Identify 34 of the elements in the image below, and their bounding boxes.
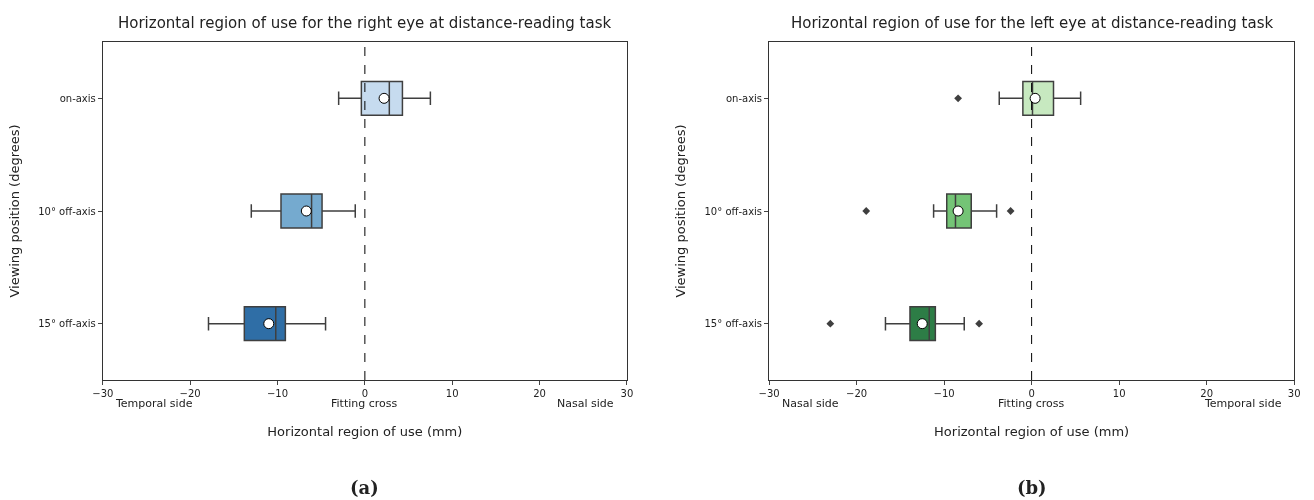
y-tick-label: on-axis: [59, 92, 96, 104]
text: Nasal side: [782, 397, 839, 410]
x-tick-label: 10: [445, 388, 459, 399]
text: Temporal side: [115, 397, 193, 410]
x-axis-title: Horizontal region of use (mm): [267, 423, 463, 439]
text: Fitting cross: [998, 397, 1065, 410]
x-tick-label: 20: [1200, 388, 1214, 399]
x-tick-label: 30: [1287, 388, 1301, 399]
y-tick-label: 15° off-axis: [38, 318, 96, 330]
y-axis-title: Viewing position (degrees): [7, 124, 23, 298]
x-tick-label: −10: [933, 388, 955, 399]
x-tick-label: −30: [92, 388, 114, 399]
x-tick-label: −20: [846, 388, 868, 399]
y-tick-label: 15° off-axis: [704, 318, 763, 330]
x-tick-label: 20: [533, 388, 546, 399]
y-tick-label: 10° off-axis: [38, 205, 96, 217]
x-axis-title: Horizontal region of use (mm): [934, 423, 1130, 439]
chart-title: Horizontal region of use for the left eye at distance-reading task: [791, 14, 1274, 32]
text: Fitting cross: [331, 397, 398, 410]
x-tick-label: 30: [620, 388, 634, 399]
chart-title: Horizontal region of use for the right eye at distance-reading task: [118, 14, 612, 32]
text: Temporal side: [1204, 397, 1282, 410]
x-tick-label: −20: [179, 388, 201, 399]
y-tick-label: 10° off-axis: [704, 205, 763, 217]
y-axis-title: Viewing position (degrees): [673, 124, 689, 298]
text: (a): [350, 477, 379, 498]
x-tick-label: 0: [361, 388, 369, 399]
x-tick-label: −10: [266, 388, 289, 399]
text: (b): [1017, 477, 1047, 498]
x-tick-label: 0: [1028, 388, 1035, 399]
x-tick-label: 10: [1112, 388, 1126, 399]
y-tick-label: on-axis: [725, 92, 763, 104]
x-tick-label: −30: [758, 388, 780, 399]
text: Nasal side: [557, 397, 614, 410]
